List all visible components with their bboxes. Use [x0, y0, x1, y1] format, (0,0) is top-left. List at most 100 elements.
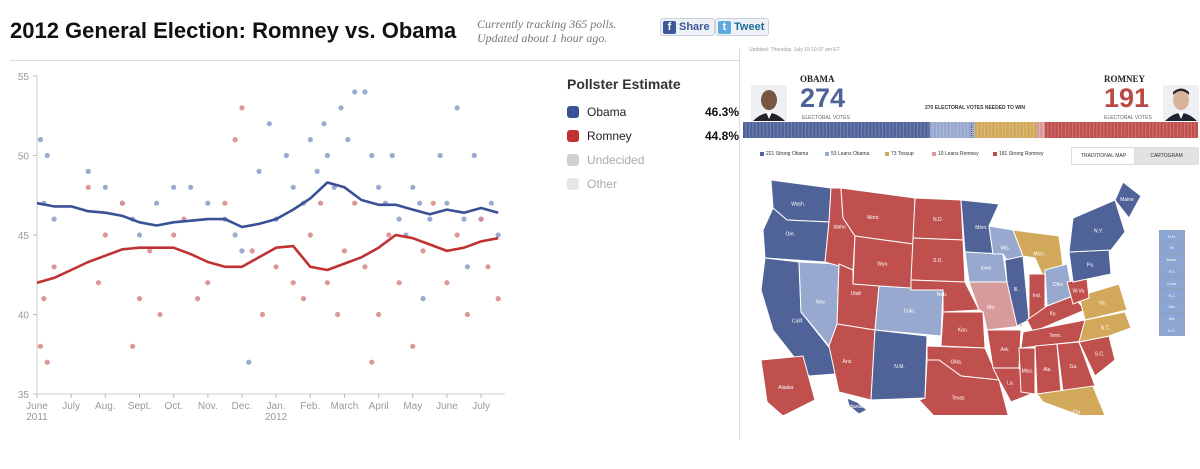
- state-group[interactable]: Ala.: [1034, 343, 1062, 395]
- poll-point[interactable]: [51, 264, 57, 270]
- small-state-label[interactable]: N.H.: [1159, 230, 1185, 242]
- poll-point[interactable]: [194, 296, 201, 302]
- tweet-button[interactable]: t Tweet: [715, 18, 770, 36]
- state-group[interactable]: Fla.: [1036, 385, 1111, 415]
- legend-item[interactable]: Undecided: [567, 152, 739, 168]
- poll-point[interactable]: [239, 105, 245, 111]
- poll-point[interactable]: [153, 200, 160, 206]
- poll-point[interactable]: [157, 311, 163, 318]
- poll-point[interactable]: [478, 216, 484, 222]
- small-state-label[interactable]: Mass.: [1159, 253, 1185, 266]
- state-group[interactable]: Maine: [1114, 181, 1142, 219]
- state-group[interactable]: Ill.: [1004, 255, 1030, 327]
- poll-point[interactable]: [85, 168, 91, 174]
- state-group[interactable]: N.M.: [870, 329, 928, 401]
- poll-point[interactable]: [454, 105, 460, 111]
- state-shape[interactable]: [846, 397, 868, 415]
- state-shape[interactable]: [1068, 199, 1126, 253]
- poll-point[interactable]: [464, 264, 471, 270]
- state-group[interactable]: N.D.: [912, 197, 964, 241]
- state-group[interactable]: Va.: [1078, 283, 1128, 321]
- poll-point[interactable]: [95, 280, 102, 286]
- poll-point[interactable]: [222, 200, 228, 206]
- poll-point[interactable]: [444, 200, 450, 206]
- poll-point[interactable]: [345, 137, 351, 143]
- poll-point[interactable]: [136, 296, 143, 302]
- poll-point[interactable]: [239, 248, 245, 254]
- poll-point[interactable]: [51, 216, 57, 222]
- poll-point[interactable]: [341, 248, 348, 254]
- poll-point[interactable]: [338, 105, 344, 111]
- poll-point[interactable]: [321, 121, 327, 127]
- poll-point[interactable]: [386, 232, 392, 238]
- poll-point[interactable]: [37, 137, 44, 143]
- poll-point[interactable]: [376, 311, 382, 318]
- poll-point[interactable]: [266, 121, 272, 127]
- poll-point[interactable]: [495, 296, 501, 302]
- poll-point[interactable]: [495, 232, 501, 238]
- poll-point[interactable]: [130, 343, 136, 349]
- poll-point[interactable]: [249, 248, 255, 254]
- small-state-label[interactable]: N.J.: [1159, 289, 1185, 301]
- state-group[interactable]: N.Y.: [1068, 199, 1126, 253]
- poll-point[interactable]: [44, 152, 50, 159]
- state-shape[interactable]: [1056, 341, 1096, 393]
- state-group[interactable]: Pa.: [1068, 249, 1112, 283]
- poll-point[interactable]: [461, 216, 467, 222]
- state-group[interactable]: S.D.: [910, 237, 966, 283]
- us-electoral-map[interactable]: Wash. Ore. Calif. Nev. Idaho Mont. Wyo. Utah Col…: [743, 170, 1153, 415]
- small-state-label[interactable]: Conn.: [1159, 277, 1185, 290]
- poll-point[interactable]: [427, 216, 433, 222]
- poll-point[interactable]: [362, 264, 368, 270]
- poll-point[interactable]: [416, 200, 423, 206]
- poll-point[interactable]: [471, 152, 477, 159]
- poll-point[interactable]: [283, 152, 289, 159]
- poll-point[interactable]: [352, 200, 358, 206]
- state-group[interactable]: Wyo.: [852, 235, 914, 291]
- poll-point[interactable]: [488, 200, 494, 206]
- poll-point[interactable]: [307, 232, 313, 238]
- poll-point[interactable]: [464, 311, 471, 318]
- poll-point[interactable]: [335, 311, 341, 318]
- poll-point[interactable]: [410, 184, 416, 190]
- poll-point[interactable]: [119, 200, 126, 206]
- poll-point[interactable]: [246, 359, 252, 365]
- poll-point[interactable]: [232, 232, 238, 238]
- poll-point[interactable]: [273, 264, 279, 270]
- state-shape[interactable]: [1036, 385, 1111, 415]
- poll-point[interactable]: [430, 200, 436, 206]
- poll-point[interactable]: [205, 280, 211, 286]
- cartogram-tab[interactable]: CARTOGRAM: [1134, 147, 1199, 165]
- state-group[interactable]: Ariz.: [828, 323, 876, 401]
- poll-point[interactable]: [300, 296, 307, 302]
- poll-point[interactable]: [362, 89, 368, 95]
- state-group[interactable]: Ark.: [986, 329, 1022, 369]
- legend-item[interactable]: Obama 46.3%: [567, 104, 739, 120]
- traditional-map-tab[interactable]: TRADITIONAL MAP: [1071, 147, 1136, 165]
- poll-point[interactable]: [256, 168, 262, 174]
- state-group[interactable]: Alaska: [760, 355, 816, 415]
- poll-point[interactable]: [136, 232, 143, 238]
- poll-point[interactable]: [307, 137, 313, 143]
- state-shape[interactable]: [1078, 283, 1128, 321]
- poll-point[interactable]: [102, 232, 108, 238]
- state-group[interactable]: Miss.: [1018, 347, 1036, 395]
- state-shape[interactable]: [918, 359, 1011, 415]
- poll-point[interactable]: [437, 152, 443, 159]
- poll-point[interactable]: [389, 152, 395, 159]
- poll-point[interactable]: [410, 343, 416, 349]
- facebook-share-button[interactable]: f Share: [660, 18, 715, 36]
- state-group[interactable]: N.C.: [1078, 311, 1132, 343]
- poll-point[interactable]: [147, 248, 153, 254]
- state-group[interactable]: Hawaii: [846, 397, 868, 415]
- state-group[interactable]: Colo.: [874, 285, 944, 337]
- small-state-label[interactable]: D.C.: [1159, 324, 1185, 337]
- small-state-label[interactable]: R.I.: [1159, 265, 1185, 278]
- poll-point[interactable]: [290, 280, 296, 286]
- legend-item[interactable]: Other: [567, 176, 739, 192]
- poll-point[interactable]: [290, 184, 296, 190]
- poll-point[interactable]: [232, 137, 238, 143]
- poll-point[interactable]: [396, 216, 402, 222]
- small-state-label[interactable]: Vt.: [1159, 241, 1185, 254]
